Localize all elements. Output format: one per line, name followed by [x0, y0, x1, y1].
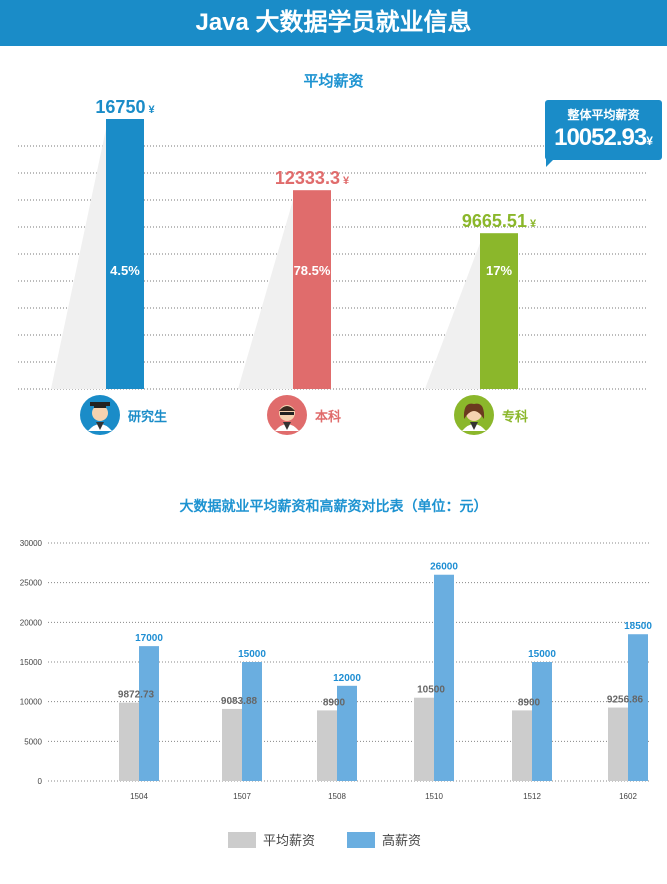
chart1-title: 平均薪资 — [303, 73, 364, 90]
high-salary-bar — [139, 646, 159, 781]
avg-value-label: 8900 — [323, 697, 346, 708]
legend-high-label: 高薪资 — [382, 833, 421, 848]
page-title: Java 大数据学员就业信息 — [195, 9, 472, 36]
avg-salary-bar — [119, 702, 139, 781]
high-salary-bar — [337, 685, 357, 781]
mortarboard-base — [94, 404, 106, 408]
avg-salary-bar — [608, 707, 628, 781]
y-tick-label: 30000 — [20, 539, 43, 548]
high-value-label: 17000 — [135, 633, 163, 644]
y-tick-label: 20000 — [20, 618, 43, 627]
salary-bar — [106, 119, 144, 389]
chart2-title: 大数据就业平均薪资和高薪资对比表（单位：元） — [179, 498, 488, 514]
high-salary-bar — [434, 574, 454, 781]
x-tick-label: 1510 — [425, 792, 443, 801]
high-value-label: 18500 — [624, 621, 652, 632]
high-salary-bar — [532, 662, 552, 781]
high-salary-bar — [242, 662, 262, 781]
category-label: 研究生 — [128, 409, 167, 424]
avatar-hair — [463, 403, 485, 419]
avatar-tie — [470, 422, 478, 430]
x-tick-label: 1507 — [233, 792, 251, 801]
x-tick-label: 1512 — [523, 792, 541, 801]
overall-average-label: 整体平均薪资 — [567, 108, 640, 122]
avatar-face — [92, 405, 108, 421]
bachelor-avatar-icon — [267, 395, 307, 435]
overall-average-number: 10052.93 — [554, 124, 647, 151]
legend-avg-swatch — [228, 832, 256, 848]
bar-shadow — [51, 129, 106, 389]
avg-value-label: 10500 — [417, 685, 445, 696]
y-tick-label: 25000 — [20, 579, 43, 588]
associate-avatar-icon — [454, 395, 494, 435]
avg-value-label: 8900 — [518, 697, 541, 708]
avg-salary-bar — [317, 710, 337, 781]
bar-value-label: 9665.51 ¥ — [462, 211, 537, 231]
category-label: 专科 — [502, 409, 528, 424]
x-tick-label: 1602 — [619, 792, 637, 801]
y-tick-label: 15000 — [20, 658, 43, 667]
y-tick-label: 5000 — [24, 737, 42, 746]
bar-percent-label: 78.5% — [294, 263, 331, 278]
avg-salary-bar — [414, 697, 434, 781]
avg-salary-bar — [512, 710, 532, 781]
avg-value-label: 9872.73 — [118, 690, 155, 701]
high-value-label: 12000 — [333, 673, 361, 684]
y-tick-label: 10000 — [20, 698, 43, 707]
high-value-label: 26000 — [430, 562, 458, 573]
avg-salary-bar — [222, 708, 242, 781]
overall-average-currency: ¥ — [646, 134, 653, 148]
legend-high-swatch — [347, 832, 375, 848]
avatar-hair — [279, 406, 295, 411]
bar-percent-label: 17% — [486, 263, 512, 278]
salary-bar — [293, 190, 331, 389]
bar-value-label: 12333.3 ¥ — [275, 168, 350, 188]
x-tick-label: 1504 — [130, 792, 148, 801]
high-salary-bar — [628, 634, 648, 781]
avatar-tie — [96, 422, 104, 430]
overall-average-callout — [545, 100, 662, 160]
avg-value-label: 9083.88 — [221, 696, 258, 707]
avatar-glasses — [280, 412, 294, 415]
title-banner — [0, 0, 667, 46]
high-value-label: 15000 — [238, 649, 266, 660]
y-tick-label: 0 — [38, 777, 43, 786]
x-tick-label: 1508 — [328, 792, 346, 801]
bar-percent-label: 4.5% — [110, 263, 140, 278]
bar-shadow — [238, 200, 293, 389]
bar-shadow — [425, 243, 480, 389]
high-value-label: 15000 — [528, 649, 556, 660]
salary-bar — [480, 233, 518, 389]
legend-avg-label: 平均薪资 — [263, 833, 315, 848]
bar-value-label: 16750 ¥ — [95, 97, 155, 117]
overall-average-value: 10052.93¥ — [545, 124, 662, 152]
avatar-tie — [283, 422, 291, 430]
category-label: 本科 — [315, 409, 341, 424]
average-salary-chart: 16750 ¥ 4.5% 研究生 12333.3 ¥ 78.5% 本科 9665.51 ¥ 17% 专… — [18, 97, 648, 435]
callout-tail — [546, 158, 555, 167]
avg-value-label: 9256.86 — [607, 695, 644, 706]
graduate-avatar-icon — [80, 395, 120, 435]
